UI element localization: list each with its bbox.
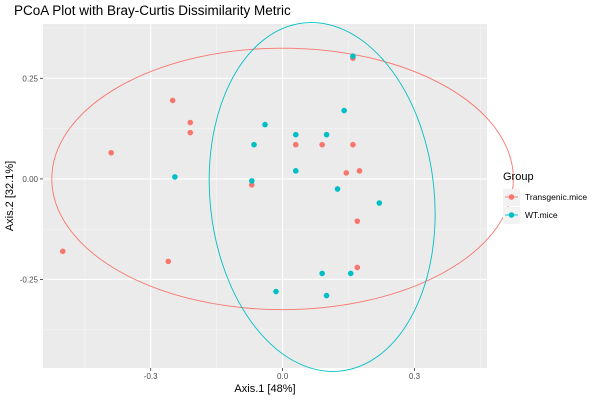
ellipse-wt-mice (208, 22, 436, 372)
y-tick-label: 0.25 (22, 74, 38, 83)
y-tick-label: -0.25 (20, 275, 39, 284)
ellipse-transgenic-mice (51, 47, 514, 311)
x-tick-label: -0.3 (144, 372, 158, 381)
point-transgenic-mice (59, 248, 66, 255)
legend-label-transgenic-mice: Transgenic.mice (525, 192, 587, 202)
point-wt-mice (251, 141, 257, 148)
point-transgenic-mice (249, 182, 255, 188)
major-gridlines (43, 24, 487, 368)
point-transgenic-mice (319, 141, 325, 148)
legend-title: Group (503, 171, 534, 183)
point-transgenic-mice (187, 129, 194, 136)
point-wt-mice (172, 174, 178, 180)
x-axis-ticks: -0.3 0.0 0.3 (144, 368, 421, 381)
y-axis-title: Axis.2 [32.1%] (4, 161, 16, 231)
x-tick-label: 0.3 (409, 372, 421, 381)
legend-key-point-wt-mice (508, 212, 515, 218)
x-axis-title: Axis.1 [48%] (234, 383, 295, 395)
point-wt-mice (323, 292, 330, 299)
y-tick-label: 0.00 (22, 175, 38, 184)
point-transgenic-mice (165, 258, 172, 265)
x-tick-label: 0.0 (277, 372, 289, 381)
point-wt-mice (334, 186, 341, 192)
point-transgenic-mice (343, 170, 350, 176)
point-transgenic-mice (187, 119, 194, 126)
point-transgenic-mice (354, 218, 361, 224)
point-wt-mice (376, 200, 383, 206)
point-wt-mice (273, 288, 279, 295)
point-wt-mice (347, 270, 354, 277)
confidence-ellipses (51, 22, 514, 372)
point-transgenic-mice (356, 168, 363, 174)
point-wt-mice (350, 53, 356, 59)
point-transgenic-mice (169, 97, 176, 104)
chart-title: PCoA Plot with Bray-Curtis Dissimilarity… (14, 3, 291, 18)
minor-gridlines (43, 24, 487, 368)
legend-key-point-transgenic-mice (508, 194, 515, 200)
point-transgenic-mice (108, 149, 114, 156)
point-wt-mice (292, 168, 299, 174)
point-wt-mice (262, 121, 268, 128)
point-wt-mice (341, 107, 347, 114)
point-wt-mice (292, 131, 299, 138)
y-axis-ticks: 0.25 0.00 -0.25 (20, 74, 43, 284)
point-wt-mice (323, 131, 330, 138)
point-wt-mice (319, 270, 325, 277)
legend: Group Transgenic.mice WT.mice (503, 171, 587, 224)
legend-keys: Transgenic.mice WT.mice (503, 189, 587, 224)
data-points (59, 53, 383, 299)
legend-label-wt-mice: WT.mice (525, 210, 558, 220)
point-wt-mice (249, 178, 255, 184)
point-transgenic-mice (350, 141, 356, 148)
point-transgenic-mice (354, 264, 361, 271)
point-transgenic-mice (292, 141, 299, 148)
plot-panel (43, 24, 487, 368)
